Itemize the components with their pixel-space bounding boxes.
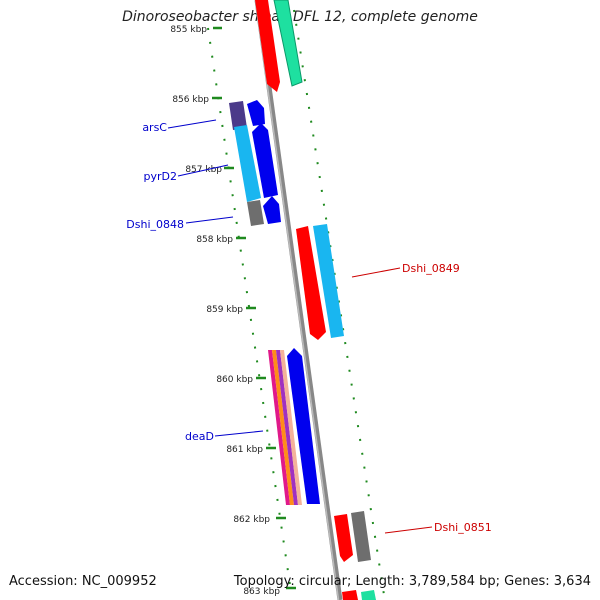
map-title: Dinoroseobacter shibae DFL 12, complete …	[122, 9, 478, 25]
gene-arsc-indigo[interactable]	[229, 101, 247, 130]
leader-line-dshi0849	[351, 267, 401, 278]
gene-dshi0851-red[interactable]	[334, 514, 353, 562]
gene-arsc-blue[interactable]	[247, 100, 265, 126]
gene-label-pyrd2[interactable]: pyrD2	[144, 170, 177, 183]
gene-dshi0849-red[interactable]	[296, 226, 326, 340]
tick-label: 861 kbp	[226, 445, 263, 455]
gene-dead-peach[interactable]	[280, 350, 302, 505]
gene-dead-orange[interactable]	[272, 350, 294, 505]
gene-dead-purple[interactable]	[276, 350, 298, 505]
gene-dshi0849-cyan[interactable]	[313, 224, 344, 338]
gene-arrow-bottom-red[interactable]	[342, 590, 358, 600]
genome-backbone	[254, 0, 343, 600]
genome-backbone-highlight	[254, 0, 340, 600]
right-tick-track	[293, 9, 385, 596]
gene-pyrd2-blue[interactable]	[252, 123, 278, 198]
tick-label: 858 kbp	[196, 235, 233, 245]
gene-arrow-top-red[interactable]	[255, 0, 280, 92]
leader-line-pyrd2	[177, 164, 229, 177]
gene-pyrd2-cyan[interactable]	[234, 125, 261, 202]
tick-label: 855 kbp	[170, 25, 207, 35]
gene-label-dshi0848[interactable]: Dshi_0848	[126, 218, 184, 231]
gene-dshi0848-blue[interactable]	[263, 196, 281, 224]
gene-dead-blue[interactable]	[287, 348, 320, 504]
gene-label-arsc[interactable]: arsC	[142, 121, 167, 134]
gene-dead-magenta[interactable]	[268, 350, 290, 505]
tick-label: 862 kbp	[233, 515, 270, 525]
topology-text: Topology: circular; Length: 3,789,584 bp…	[233, 574, 591, 589]
leader-line-dshi0851	[384, 526, 433, 534]
gene-label-dshi0851[interactable]: Dshi_0851	[434, 521, 492, 534]
tick-label: 863 kbp	[243, 587, 280, 597]
gene-arrow-bottom-green[interactable]	[361, 590, 376, 600]
accession-text: Accession: NC_009952	[9, 574, 157, 589]
gene-dshi0848-gray[interactable]	[247, 200, 264, 226]
gene-dshi0851-gray[interactable]	[351, 511, 371, 562]
gene-arrow-top-green[interactable]	[273, 0, 303, 87]
tick-label: 860 kbp	[216, 375, 253, 385]
leader-line-dshi0848	[185, 216, 234, 224]
gene-label-dead[interactable]: deaD	[185, 430, 214, 443]
leader-line-dead	[214, 430, 264, 437]
left-tick-track	[207, 27, 291, 586]
kbp-tick-marks	[212, 26, 296, 590]
tick-label: 856 kbp	[172, 95, 209, 105]
tick-label: 859 kbp	[206, 305, 243, 315]
gene-label-dshi0849[interactable]: Dshi_0849	[402, 262, 460, 275]
leader-line-arsc	[167, 119, 217, 129]
